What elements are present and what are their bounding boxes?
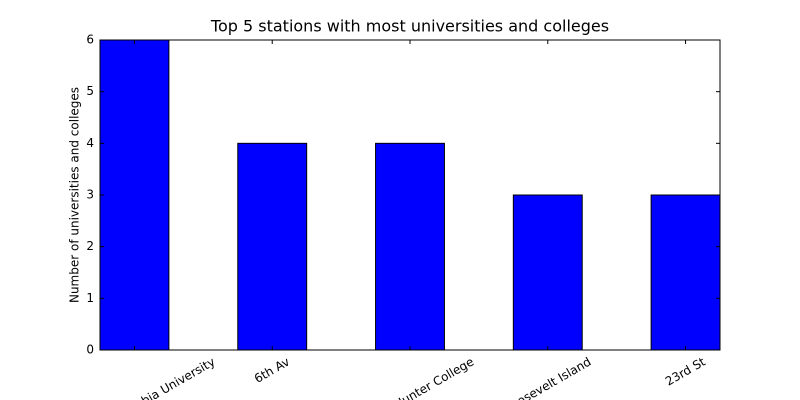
bar <box>512 194 583 351</box>
y-tick-label: 0 <box>86 343 94 357</box>
bar <box>99 39 170 351</box>
y-tick-label: 4 <box>86 136 94 150</box>
y-tick-label: 2 <box>86 239 94 253</box>
y-tick-label: 5 <box>86 84 94 98</box>
y-axis-label: Number of universities and colleges <box>68 87 82 303</box>
y-tick-label: 1 <box>86 291 94 305</box>
bar <box>237 142 308 351</box>
y-tick-label: 3 <box>86 188 94 202</box>
bar <box>375 142 445 351</box>
y-tick-label: 6 <box>86 33 94 47</box>
bar <box>650 194 721 351</box>
chart-title: Top 5 stations with most universities an… <box>210 17 609 36</box>
